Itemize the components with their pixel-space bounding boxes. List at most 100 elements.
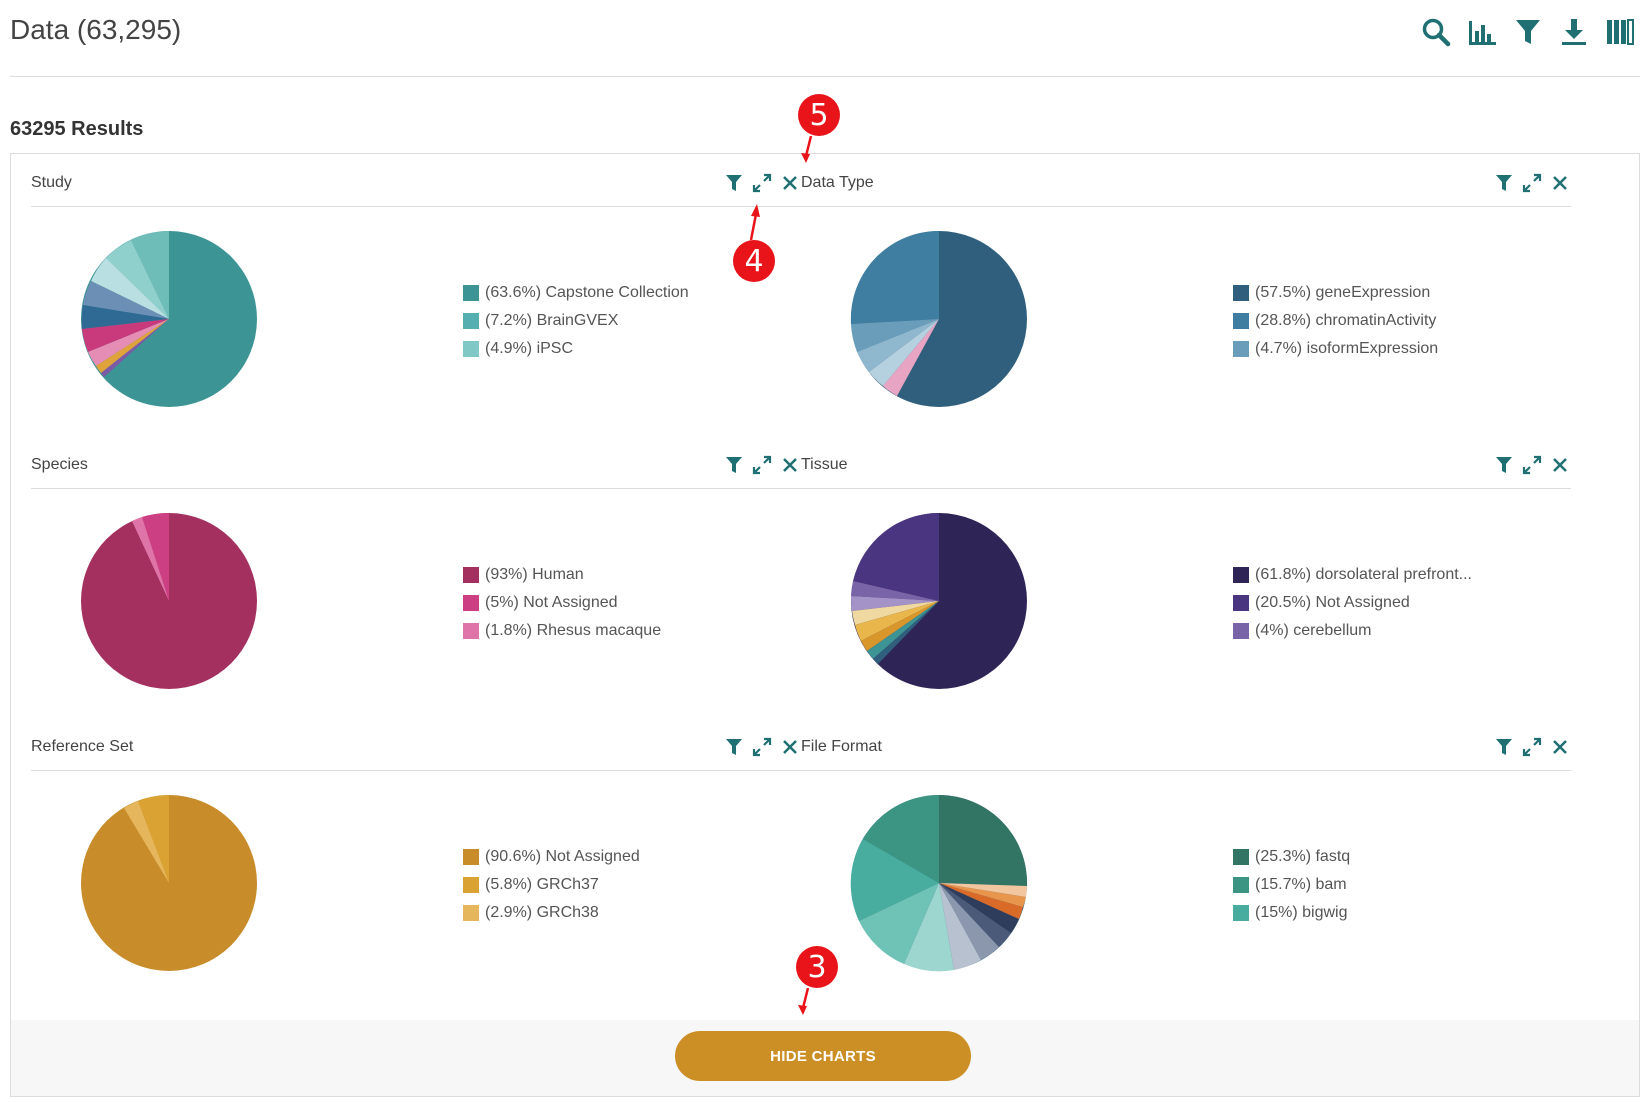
- legend-label: (61.8%) dorsolateral prefront...: [1255, 566, 1472, 583]
- legend-item[interactable]: (93%) Human: [463, 561, 661, 589]
- species-pie-chart: [81, 512, 257, 689]
- legend-item[interactable]: (90.6%) Not Assigned: [463, 843, 640, 871]
- legend-item[interactable]: (63.6%) Capstone Collection: [463, 279, 689, 307]
- legend-item[interactable]: (25.3%) fastq: [1233, 843, 1350, 871]
- card-actions: [1493, 172, 1571, 194]
- columns-icon[interactable]: [1604, 16, 1636, 48]
- legend-swatch: [1233, 313, 1249, 329]
- card-title: Reference Set: [31, 738, 134, 755]
- expand-icon[interactable]: [751, 454, 773, 476]
- close-icon[interactable]: [779, 454, 801, 476]
- legend-swatch: [463, 313, 479, 329]
- legend-swatch: [463, 877, 479, 893]
- filter-icon[interactable]: [1493, 172, 1515, 194]
- filter-icon[interactable]: [723, 736, 745, 758]
- close-icon[interactable]: [1549, 736, 1571, 758]
- legend-item[interactable]: (7.2%) BrainGVEX: [463, 307, 689, 335]
- legend-swatch: [463, 595, 479, 611]
- chart-card-study: Study (63.6%) Capstone Collection (7.2%)…: [31, 154, 801, 424]
- card-actions: [1493, 736, 1571, 758]
- arrow-icon: [798, 988, 810, 1015]
- legend-item[interactable]: (2.9%) GRCh38: [463, 899, 640, 927]
- card-header: Tissue: [801, 436, 1571, 489]
- legend-swatch: [1233, 595, 1249, 611]
- legend-label: (4.9%) iPSC: [485, 340, 574, 357]
- filter-icon[interactable]: [1493, 736, 1515, 758]
- card-actions: [1493, 454, 1571, 476]
- legend-swatch: [1233, 849, 1249, 865]
- page-header: Data (63,295): [10, 0, 1640, 77]
- legend-label: (4%) cerebellum: [1255, 622, 1372, 639]
- legend-item[interactable]: (15%) bigwig: [1233, 899, 1350, 927]
- legend-item[interactable]: (4.7%) isoformExpression: [1233, 335, 1438, 363]
- card-actions: [723, 172, 801, 194]
- legend-swatch: [463, 849, 479, 865]
- bar-chart-icon[interactable]: [1466, 16, 1498, 48]
- legend-item[interactable]: (61.8%) dorsolateral prefront...: [1233, 561, 1472, 589]
- legend-label: (1.8%) Rhesus macaque: [485, 622, 662, 639]
- legend-label: (15%) bigwig: [1255, 904, 1348, 921]
- filter-icon[interactable]: [723, 454, 745, 476]
- file-format-legend: (25.3%) fastq (15.7%) bam (15%) bigwig: [1233, 843, 1350, 927]
- legend-item[interactable]: (5.8%) GRCh37: [463, 871, 640, 899]
- legend-item[interactable]: (5%) Not Assigned: [463, 589, 661, 617]
- chart-card-species: Species (93%) Human (5%) Not Assigned (1…: [31, 436, 801, 706]
- study-pie-chart: [81, 231, 257, 407]
- close-icon[interactable]: [1549, 454, 1571, 476]
- legend-label: (93%) Human: [485, 566, 584, 583]
- legend-item[interactable]: (4.9%) iPSC: [463, 335, 689, 363]
- download-icon[interactable]: [1558, 16, 1590, 48]
- legend-swatch: [463, 905, 479, 921]
- card-title: Data Type: [801, 174, 874, 191]
- card-actions: [723, 454, 801, 476]
- legend-item[interactable]: (28.8%) chromatinActivity: [1233, 307, 1438, 335]
- expand-icon[interactable]: [1521, 736, 1543, 758]
- legend-swatch: [463, 341, 479, 357]
- expand-icon[interactable]: [1521, 454, 1543, 476]
- card-header: Species: [31, 436, 801, 489]
- close-icon[interactable]: [1549, 172, 1571, 194]
- legend-item[interactable]: (15.7%) bam: [1233, 871, 1350, 899]
- legend-item[interactable]: (20.5%) Not Assigned: [1233, 589, 1472, 617]
- annotation-marker-4: 4: [733, 240, 775, 282]
- legend-swatch: [463, 285, 479, 301]
- card-header: Data Type: [801, 154, 1571, 207]
- expand-icon[interactable]: [751, 736, 773, 758]
- card-header: Reference Set: [31, 718, 801, 771]
- reference-set-pie-chart: [81, 795, 257, 971]
- close-icon[interactable]: [779, 172, 801, 194]
- hide-charts-button[interactable]: HIDE CHARTS: [675, 1031, 971, 1081]
- filter-icon[interactable]: [1512, 16, 1544, 48]
- legend-item[interactable]: (1.8%) Rhesus macaque: [463, 617, 661, 645]
- chart-card-file-format: File Format (25.3%) fastq (15.7%) ba: [801, 718, 1571, 988]
- legend-swatch: [463, 623, 479, 639]
- card-actions: [723, 736, 801, 758]
- expand-icon[interactable]: [1521, 172, 1543, 194]
- legend-label: (7.2%) BrainGVEX: [485, 312, 619, 329]
- card-title: Species: [31, 456, 88, 473]
- legend-swatch: [1233, 877, 1249, 893]
- legend-item[interactable]: (57.5%) geneExpression: [1233, 279, 1438, 307]
- legend-label: (4.7%) isoformExpression: [1255, 340, 1439, 357]
- filter-icon[interactable]: [723, 172, 745, 194]
- legend-label: (57.5%) geneExpression: [1255, 284, 1431, 301]
- legend-label: (5%) Not Assigned: [485, 594, 618, 611]
- legend-label: (90.6%) Not Assigned: [485, 848, 640, 865]
- search-icon[interactable]: [1420, 16, 1452, 48]
- legend-label: (63.6%) Capstone Collection: [485, 284, 689, 301]
- legend-swatch: [1233, 341, 1249, 357]
- charts-footer: HIDE CHARTS: [11, 1020, 1639, 1096]
- legend-item[interactable]: (4%) cerebellum: [1233, 617, 1472, 645]
- chart-card-data-type: Data Type (57.5%) geneExpression (28.8%)…: [801, 154, 1571, 424]
- legend-label: (5.8%) GRCh37: [485, 876, 599, 893]
- tissue-pie-chart: [850, 512, 1027, 689]
- expand-icon[interactable]: [751, 172, 773, 194]
- chart-card-tissue: Tissue (61.8%) dorsolateral prefront... …: [801, 436, 1571, 706]
- file-format-pie-chart: [850, 795, 1028, 972]
- legend-label: (25.3%) fastq: [1255, 848, 1351, 865]
- filter-icon[interactable]: [1493, 454, 1515, 476]
- legend-label: (20.5%) Not Assigned: [1255, 594, 1410, 611]
- close-icon[interactable]: [779, 736, 801, 758]
- legend-swatch: [1233, 905, 1249, 921]
- card-header: File Format: [801, 718, 1571, 771]
